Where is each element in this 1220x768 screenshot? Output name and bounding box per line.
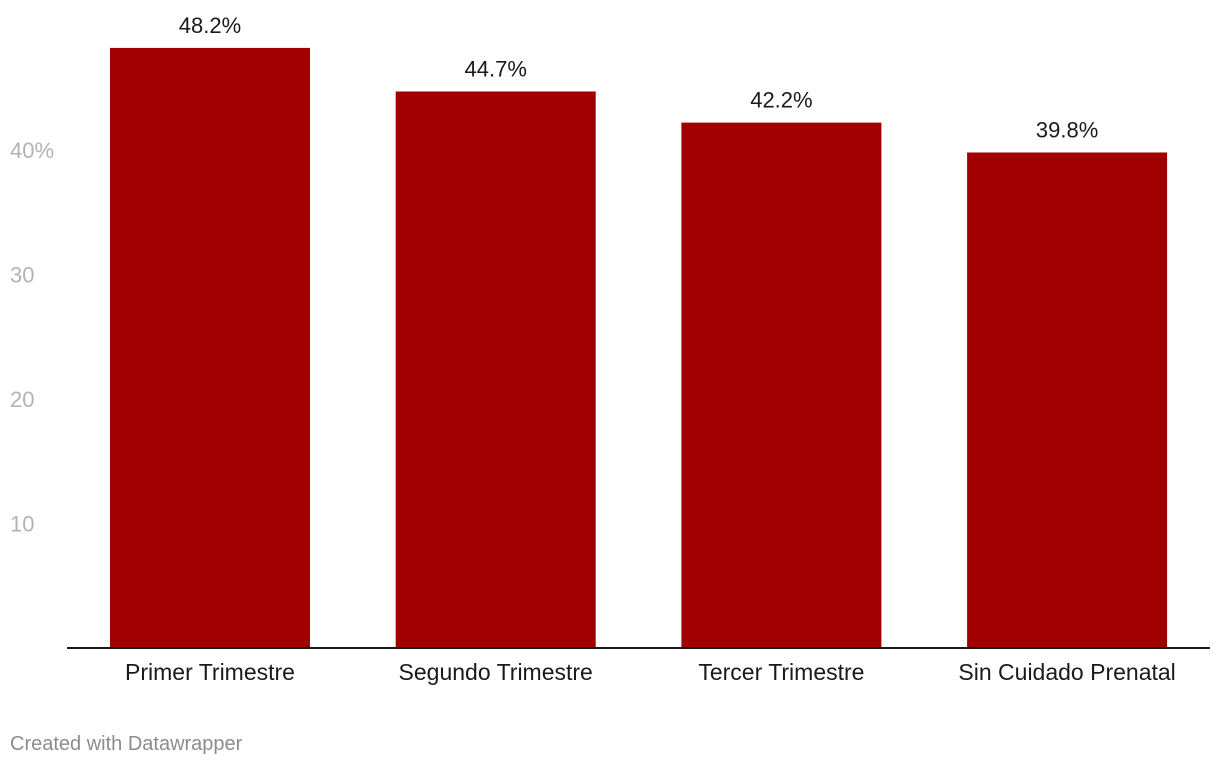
bar [395,91,596,649]
bar [967,152,1168,649]
y-tick-label: 20 [10,387,34,412]
category-label: Tercer Trimestre [698,659,864,685]
data-labels: 48.2% 44.7% 42.2% 39.8% [179,13,1098,143]
y-tick-label: 30 [10,263,34,288]
bar-value-label: 39.8% [1036,117,1098,142]
bar-value-label: 44.7% [465,56,527,81]
category-label: Primer Trimestre [125,659,295,685]
y-axis-ticks: 10 20 30 40% [10,138,54,537]
footer-credit: Created with Datawrapper [10,733,243,755]
y-tick-label: 10 [10,512,34,537]
x-axis-category-labels: Primer Trimestre Segundo Trimestre Tercer … [125,659,1176,685]
bar [681,122,882,649]
category-label: Segundo Trimestre [399,659,593,685]
bar [110,47,310,649]
y-tick-label: 40% [10,138,54,163]
bars [110,47,1168,649]
bar-value-label: 42.2% [750,88,812,113]
bar-value-label: 48.2% [179,13,241,38]
category-label: Sin Cuidado Prenatal [958,659,1175,685]
